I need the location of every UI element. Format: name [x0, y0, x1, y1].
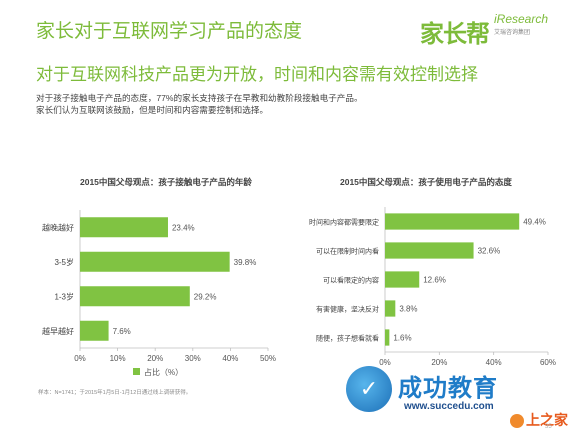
- x-tick-label: 10%: [110, 354, 126, 363]
- category-label: 1-3岁: [54, 291, 74, 301]
- x-tick-label: 0%: [74, 354, 86, 363]
- description-line: 对于孩子接触电子产品的态度，77%的家长支持孩子在早教和幼教阶段接触电子产品。: [36, 93, 363, 103]
- x-tick-label: 20%: [431, 358, 447, 367]
- corner-badge-icon: [510, 414, 524, 429]
- value-label: 49.4%: [523, 218, 546, 227]
- chart-title-age: 2015中国父母观点：孩子接触电子产品的年龄: [80, 177, 252, 187]
- x-tick-label: 20%: [147, 354, 163, 363]
- page-subtitle: 对于互联网科技产品更为开放，时间和内容需有效控制选择: [36, 65, 478, 84]
- bar: [385, 242, 474, 259]
- category-label: 有害健康，坚决反对: [316, 305, 379, 314]
- value-label: 23.4%: [172, 223, 195, 232]
- bar: [385, 300, 396, 317]
- page-title: 家长对于互联网学习产品的态度: [36, 21, 303, 42]
- category-label: 随便，孩子想看就看: [316, 334, 379, 343]
- x-tick-label: 0%: [379, 358, 391, 367]
- watermark-url: www.succedu.com: [404, 401, 494, 412]
- footnote: 样本：N=1741；于2015年1月5日-1月12日通过线上调研获得。: [38, 390, 192, 396]
- description: 对于孩子接触电子产品的态度，77%的家长支持孩子在早教和幼教阶段接触电子产品。 …: [36, 92, 536, 116]
- legend-label: 占比（%）: [144, 367, 183, 377]
- value-label: 29.2%: [194, 292, 217, 301]
- value-label: 39.8%: [234, 258, 257, 267]
- iresearch-logo-text: iResearch: [494, 12, 549, 26]
- x-tick-label: 40%: [222, 354, 238, 363]
- category-label: 时间和内容都需要限定: [309, 218, 379, 227]
- category-label: 越晚越好: [42, 222, 74, 232]
- bar: [385, 213, 520, 230]
- value-label: 12.6%: [423, 276, 446, 285]
- x-tick-label: 30%: [185, 354, 201, 363]
- iresearch-logo: iResearch 艾瑞咨询集团: [494, 12, 548, 36]
- watermark-corner-text: 上之家: [526, 412, 568, 428]
- x-tick-label: 60%: [540, 358, 556, 367]
- bar: [385, 271, 420, 288]
- category-label: 可以看限定的内容: [323, 276, 379, 285]
- watermark-corner: 上之家: [510, 410, 568, 430]
- chart-title-attitude: 2015中国父母观点：孩子使用电子产品的态度: [340, 177, 512, 187]
- value-label: 1.6%: [393, 334, 411, 343]
- x-tick-label: 40%: [486, 358, 502, 367]
- x-tick-label: 50%: [260, 354, 276, 363]
- bar: [385, 329, 390, 346]
- bar: [80, 286, 190, 307]
- category-label: 3-5岁: [54, 257, 74, 267]
- value-label: 3.8%: [399, 305, 417, 314]
- description-line: 家长们认为互联网该鼓励，但是时间和内容需要控制和选择。: [36, 105, 269, 115]
- category-label: 越早越好: [42, 326, 74, 336]
- category-label: 可以在限制时间内看: [316, 247, 379, 256]
- value-label: 32.6%: [478, 247, 501, 256]
- watermark-title: 成功教育: [398, 375, 498, 402]
- jiazhangbang-logo: 家长帮: [420, 21, 490, 48]
- bar: [80, 217, 168, 238]
- iresearch-logo-subtext: 艾瑞咨询集团: [494, 30, 531, 36]
- page-number: 35: [545, 424, 552, 430]
- value-label: 7.6%: [113, 327, 131, 336]
- bar: [80, 320, 109, 341]
- succedu-logo-icon: ✓: [346, 366, 392, 412]
- bar: [80, 251, 230, 272]
- legend-swatch: [133, 368, 140, 375]
